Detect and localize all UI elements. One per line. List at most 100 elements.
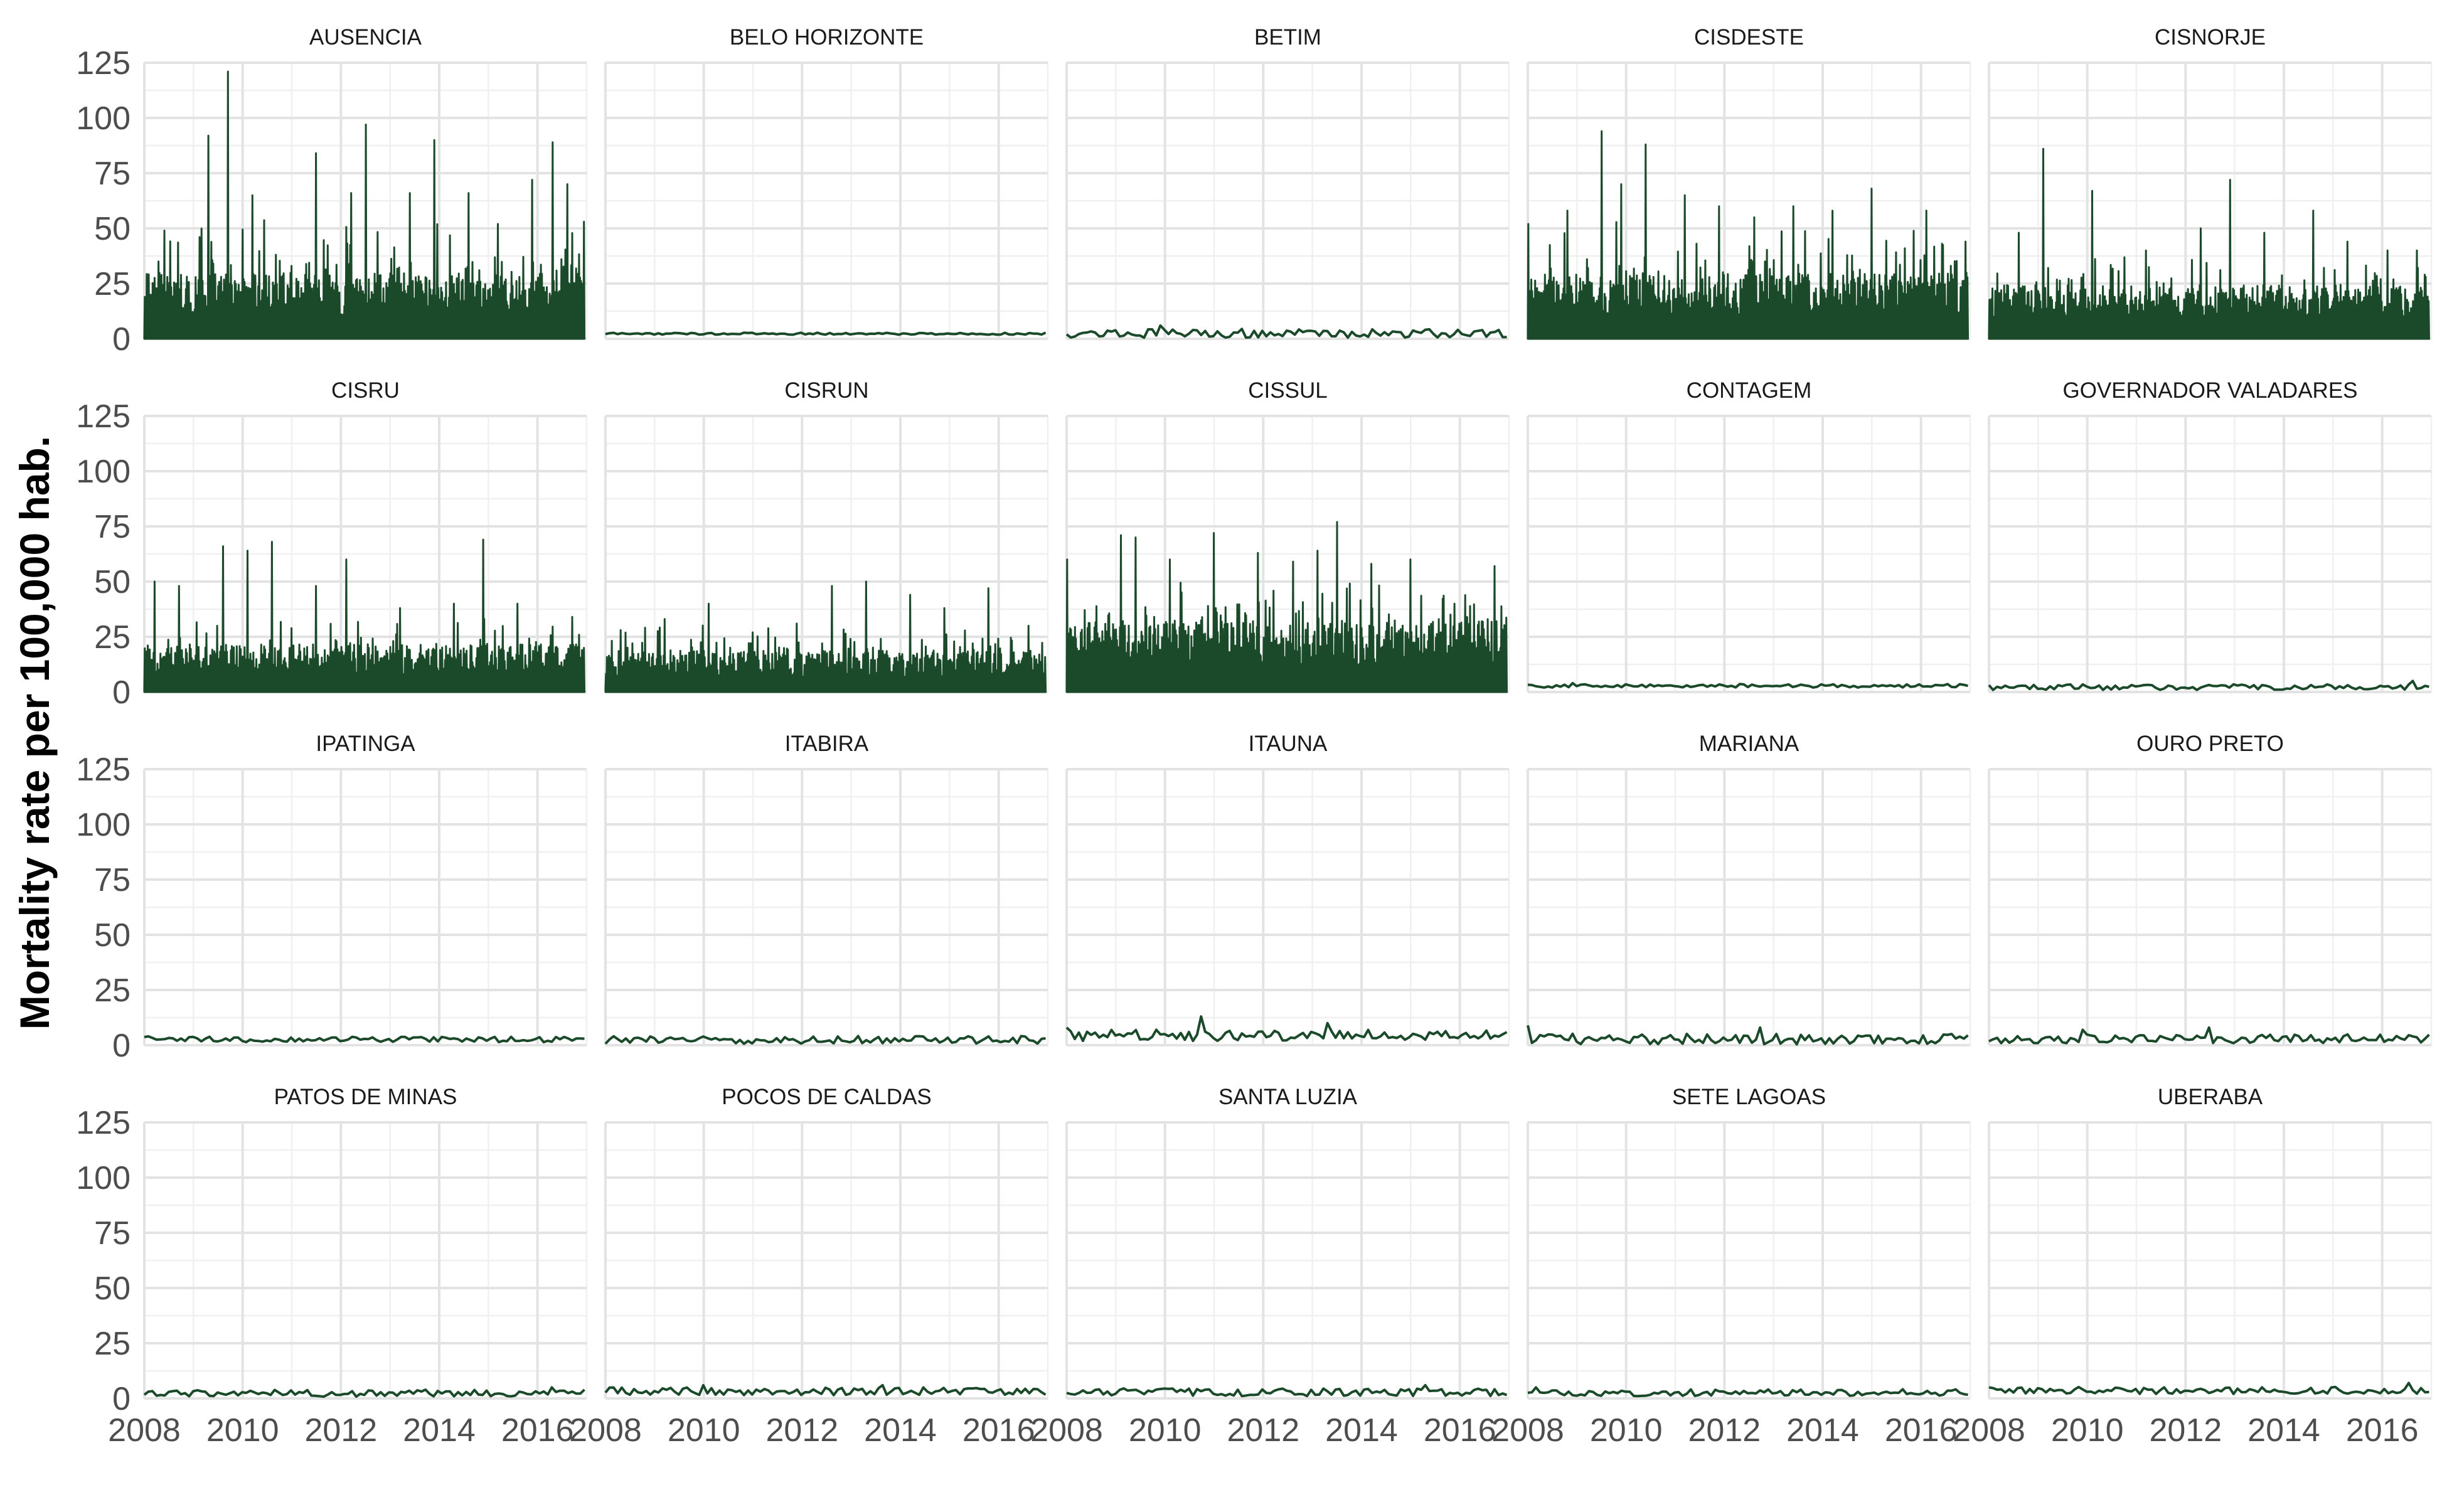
strip-label: SETE LAGOAS [1672,1085,1826,1109]
series-line [1065,324,1507,339]
y-tick-label: 50 [94,917,131,954]
x-tick-label: 2012 [304,1412,377,1449]
series-line [1527,681,1968,689]
series-line [1527,130,1969,340]
y-tick-label: 125 [76,752,131,788]
strip-label: ITAUNA [1249,732,1328,756]
series-line [143,70,585,340]
strip-label: CISSUL [1248,378,1327,403]
y-tick-label: 0 [112,1381,131,1417]
strip-label: BETIM [1254,25,1321,50]
panel-itabira: ITABIRA [604,732,1049,1046]
strip-label: OURO PRETO [2136,732,2284,756]
strip-label: CISNORJE [2155,25,2266,50]
y-tick-label: 125 [76,398,131,435]
y-tick-label: 75 [94,509,131,545]
x-tick-label: 2008 [108,1412,181,1449]
y-axis-title: Mortality rate per 100,000 hab. [11,436,58,1030]
series-line [144,1035,585,1044]
strip-label: POCOS DE CALDAS [722,1085,932,1109]
series-line [1065,1015,1508,1043]
strip-label: PATOS DE MINAS [274,1085,457,1109]
strip-label: CISRUN [784,378,868,403]
y-tick-label: 75 [94,156,131,192]
strip-label: AUSENCIA [309,25,422,50]
series-line [1988,147,2430,340]
panel-governador-valadares: GOVERNADOR VALADARES [1988,378,2433,693]
x-tick-label: 2014 [403,1412,476,1449]
series-line [604,580,1047,693]
series-line [604,1383,1047,1397]
panel-betim: BETIM [1065,25,1510,340]
y-tick-label: 0 [112,1028,131,1064]
panel-uberaba: UBERABA 2008 2010 2012 2014 2016 [1953,1085,2433,1449]
y-tick-label: 50 [94,1270,131,1307]
x-tick-label: 2012 [765,1412,838,1449]
x-tick-label: 2014 [864,1412,937,1449]
y-tick-label: 25 [94,972,131,1009]
panel-cisrun: CISRUN [604,378,1049,693]
series-line [605,331,1047,336]
panel-ipatinga: IPATINGA 0 25 50 75 100 125 [76,732,588,1064]
x-tick-label: 2012 [1227,1412,1299,1449]
y-tick-label: 100 [76,100,131,137]
y-tick-label: 75 [94,1215,131,1252]
x-tick-label: 2014 [1325,1412,1398,1449]
strip-label: BELO HORIZONTE [730,25,924,50]
panel-belo-horizonte: BELO HORIZONTE [604,25,1049,340]
y-tick-label: 50 [94,211,131,247]
strip-label: CISDESTE [1694,25,1804,50]
x-tick-label: 2012 [1688,1412,1761,1449]
y-tick-label: 25 [94,266,131,302]
series-line [604,1035,1046,1045]
x-tick-label: 2016 [1885,1412,1958,1449]
series-line [1988,1026,2430,1045]
series-line [1988,679,2429,691]
strip-label: GOVERNADOR VALADARES [2062,378,2357,403]
panel-itauna: ITAUNA [1065,732,1510,1046]
strip-label: SANTA LUZIA [1218,1085,1358,1109]
series-line [1988,1382,2429,1395]
x-tick-label: 2010 [1129,1412,1202,1449]
y-tick-label: 125 [76,1105,131,1141]
panel-contagem: CONTAGEM [1527,378,1971,693]
panel-cisru: CISRU 0 25 50 75 100 125 [76,378,588,711]
strip-label: IPATINGA [316,732,415,756]
series-line [1527,1386,1968,1398]
series-line [1527,1025,1969,1046]
panel-pocos-de-caldas: POCOS DE CALDAS 2008 2010 2012 2014 2016 [569,1085,1049,1449]
series-line [1066,1383,1508,1398]
x-tick-label: 2010 [668,1412,740,1449]
x-tick-label: 2016 [501,1412,574,1449]
panel-ausencia: AUSENCIA 0 25 50 75 100 125 [76,25,588,358]
y-tick-label: 125 [76,45,131,82]
x-tick-label: 2016 [962,1412,1035,1449]
panel-santa-luzia: SANTA LUZIA 2008 2010 2012 2014 2016 [1030,1085,1510,1449]
series-line [143,1386,585,1398]
x-tick-label: 2016 [1424,1412,1496,1449]
strip-label: ITABIRA [785,732,869,756]
x-tick-label: 2016 [2346,1412,2419,1449]
y-tick-label: 50 [94,564,131,600]
y-tick-label: 100 [76,454,131,490]
panel-mariana: MARIANA [1527,732,1971,1046]
strip-label: UBERABA [2158,1085,2263,1109]
strip-label: CISRU [331,378,400,403]
y-tick-label: 25 [94,619,131,656]
x-tick-label: 2010 [1590,1412,1663,1449]
x-tick-label: 2012 [2149,1412,2222,1449]
x-tick-label: 2010 [206,1412,279,1449]
y-tick-label: 100 [76,807,131,843]
x-tick-label: 2008 [1030,1412,1103,1449]
y-tick-label: 0 [112,674,131,711]
y-tick-label: 0 [112,321,131,358]
y-tick-label: 25 [94,1326,131,1362]
strip-label: MARIANA [1699,732,1799,756]
series-line [143,538,585,693]
y-tick-label: 75 [94,862,131,898]
panel-sete-lagoas: SETE LAGOAS 2008 2010 2012 2014 2016 [1491,1085,1971,1449]
x-tick-label: 2014 [2247,1412,2320,1449]
y-tick-label: 100 [76,1160,131,1196]
